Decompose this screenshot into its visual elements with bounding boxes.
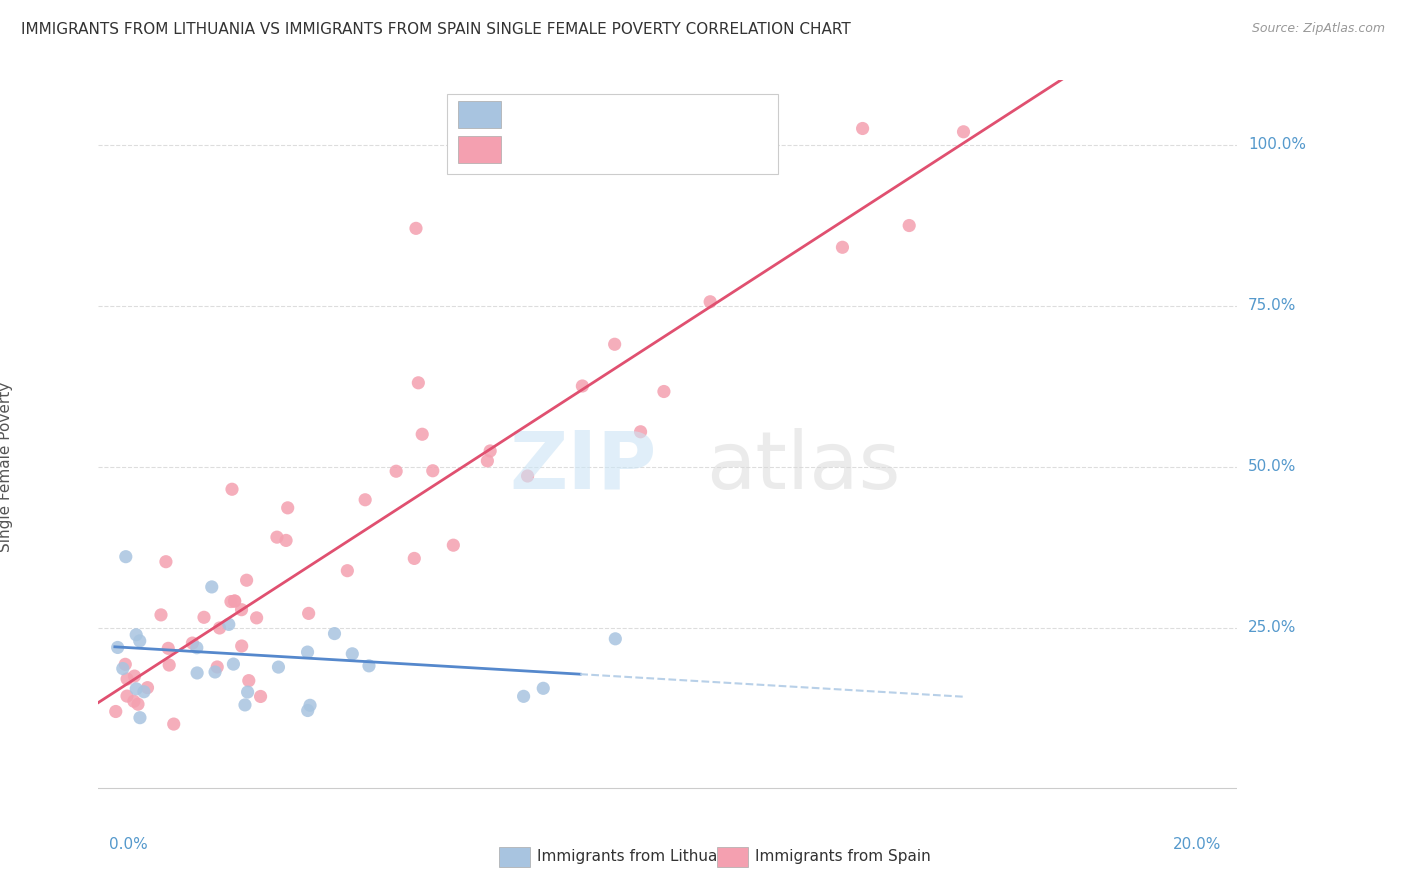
Point [115,689,138,703]
Point [224,594,246,608]
Point [479,444,502,458]
Text: Single Female Poverty: Single Female Poverty [0,382,13,551]
Point [605,632,627,646]
Text: IMMIGRANTS FROM LITHUANIA VS IMMIGRANTS FROM SPAIN SINGLE FEMALE POVERTY CORRELA: IMMIGRANTS FROM LITHUANIA VS IMMIGRANTS … [21,22,851,37]
Point [267,660,290,674]
Point [516,469,538,483]
Text: ZIP: ZIP [509,427,657,506]
Point [571,379,593,393]
Point [831,240,853,254]
Point [136,681,159,695]
Point [266,530,288,544]
Point [111,661,134,675]
Point [952,125,974,139]
Text: 100.0%: 100.0% [1249,137,1306,153]
Point [219,594,242,608]
Point [132,685,155,699]
Point [129,711,152,725]
Point [898,219,921,233]
Text: Source: ZipAtlas.com: Source: ZipAtlas.com [1251,22,1385,36]
Point [603,337,626,351]
Point [652,384,675,399]
Point [122,694,145,708]
Point [277,500,299,515]
Point [411,427,433,442]
Point [208,621,231,635]
Text: 25.0%: 25.0% [1249,620,1296,635]
Text: 0.0%: 0.0% [110,837,148,852]
Point [236,685,259,699]
Point [193,610,215,624]
Point [155,555,177,569]
Point [297,645,319,659]
Point [630,425,652,439]
Point [186,665,208,680]
Point [128,633,150,648]
Text: R = -0.424   N = 26: R = -0.424 N = 26 [509,105,672,123]
Point [385,464,408,478]
Point [354,492,377,507]
Point [238,673,260,688]
Point [336,564,359,578]
Text: 50.0%: 50.0% [1249,459,1296,474]
Point [408,376,430,390]
Point [323,626,346,640]
Point [298,607,321,621]
Point [405,221,427,235]
Point [246,611,269,625]
Point [441,538,464,552]
Text: atlas: atlas [706,427,901,506]
Point [181,636,204,650]
Point [422,464,444,478]
Point [201,580,224,594]
Point [222,657,245,672]
Point [186,640,208,655]
Point [127,697,149,711]
Point [207,660,229,674]
Point [404,551,426,566]
Point [299,698,322,713]
Point [150,607,173,622]
Point [125,681,148,696]
Text: Immigrants from Lithuania: Immigrants from Lithuania [537,849,741,863]
Point [477,454,499,468]
Text: 20.0%: 20.0% [1173,837,1220,852]
Text: Immigrants from Spain: Immigrants from Spain [755,849,931,863]
Point [157,641,180,656]
Point [204,665,226,679]
Point [512,690,534,704]
Point [274,533,297,548]
Point [699,294,721,309]
Point [231,603,253,617]
Text: R =  0.632   N = 52: R = 0.632 N = 52 [509,141,672,159]
Point [231,639,253,653]
Point [342,647,364,661]
Point [531,681,554,696]
Point [157,658,180,673]
Point [249,690,271,704]
Point [357,658,380,673]
Point [163,717,186,731]
Point [233,698,256,712]
Point [224,594,246,608]
Point [114,657,136,672]
Point [221,482,243,496]
Point [852,121,875,136]
Point [124,669,146,683]
Point [218,617,240,632]
Point [114,549,136,564]
Point [104,705,127,719]
Point [297,704,319,718]
Point [107,640,129,655]
Point [235,573,257,587]
Point [125,628,148,642]
Point [115,672,138,686]
Text: 75.0%: 75.0% [1249,298,1296,313]
